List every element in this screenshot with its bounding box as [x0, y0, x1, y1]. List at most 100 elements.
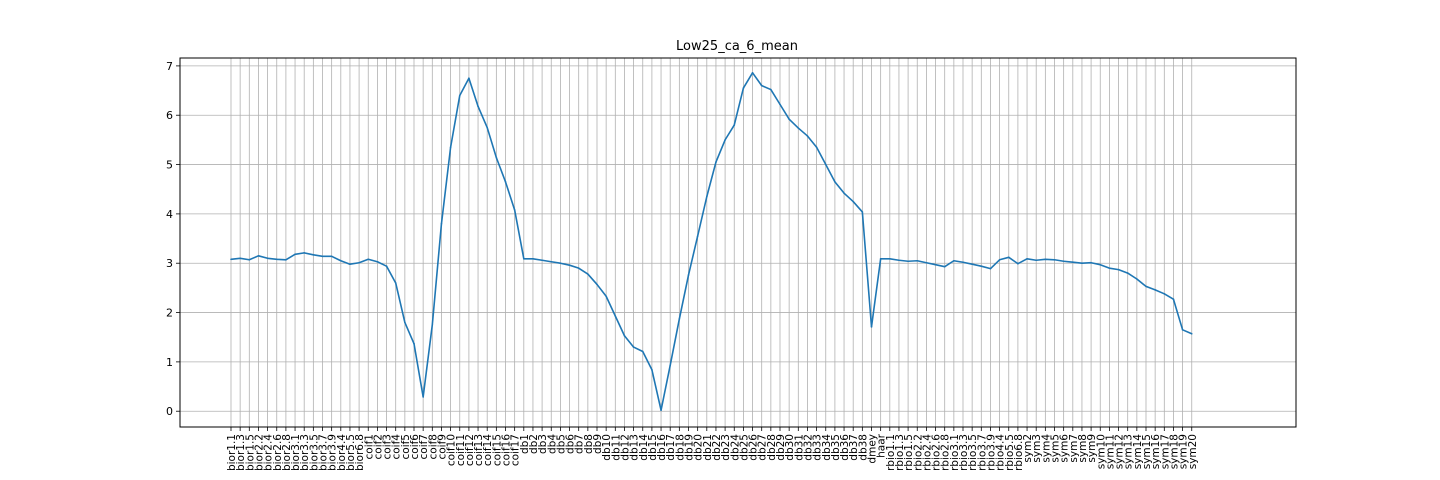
x-tick-label: bior4.4: [336, 434, 348, 471]
data-point: [934, 263, 937, 266]
x-tick-label: coif15: [491, 434, 503, 466]
data-point: [925, 261, 928, 264]
data-point: [312, 254, 315, 256]
x-tick-label: db2: [528, 434, 540, 454]
data-point: [394, 282, 397, 284]
x-tick-label: db27: [757, 434, 769, 461]
x-tick-label: sym10: [1095, 434, 1107, 469]
data-point: [998, 258, 1001, 261]
data-point: [431, 324, 434, 326]
data-point: [1190, 332, 1193, 335]
x-tick-label: bior2.6: [272, 434, 284, 471]
grid-lines: [180, 58, 1296, 427]
data-point: [889, 257, 891, 260]
x-tick-label: sym11: [1104, 434, 1116, 469]
y-tick-label: 1: [166, 356, 173, 369]
data-point: [760, 84, 763, 87]
x-axis: bior1.1bior1.3bior1.5bior2.2bior2.4bior2…: [226, 427, 1199, 471]
data-point: [440, 222, 443, 225]
x-tick-label: db13: [629, 434, 641, 461]
x-tick-label: rbio3.3: [958, 434, 970, 471]
x-tick-label: db15: [647, 434, 659, 461]
data-point: [1136, 278, 1138, 280]
data-point: [1145, 285, 1147, 288]
data-point: [641, 350, 644, 353]
x-tick-label: db32: [802, 434, 814, 461]
x-tick-label: db37: [848, 434, 860, 461]
data-point: [294, 253, 296, 256]
data-point: [715, 161, 717, 163]
data-point: [843, 192, 845, 194]
x-tick-label: coif11: [455, 434, 467, 466]
x-tick-label: db8: [583, 434, 595, 454]
data-point: [340, 259, 342, 262]
x-tick-label: db36: [839, 434, 851, 461]
x-tick-label: db4: [546, 434, 558, 454]
data-point: [422, 396, 424, 398]
data-point: [541, 259, 543, 262]
x-tick-label: db22: [711, 434, 723, 461]
data-point: [669, 364, 671, 367]
x-tick-label: db34: [821, 434, 833, 461]
data-point: [239, 257, 241, 260]
x-tick-label: sym20: [1187, 434, 1199, 469]
x-tick-label: sym15: [1141, 434, 1153, 469]
data-point: [1044, 258, 1047, 261]
data-point: [413, 342, 415, 345]
x-tick-label: db11: [610, 434, 622, 461]
x-tick-label: coif16: [501, 434, 513, 466]
x-tick-label: coif10: [446, 434, 458, 466]
data-point: [943, 265, 946, 268]
data-point: [751, 71, 754, 74]
x-tick-label: sym5: [1050, 434, 1062, 463]
x-tick-label: sym14: [1132, 434, 1144, 470]
x-tick-label: coif8: [427, 434, 439, 460]
x-tick-label: db28: [766, 434, 778, 461]
data-point: [770, 88, 772, 91]
x-tick-label: db24: [729, 434, 741, 461]
y-axis: 0 1 2 3 4 5 6 7: [166, 60, 180, 418]
x-tick-label: coif5: [400, 434, 412, 460]
data-point: [953, 259, 955, 262]
data-point: [687, 274, 690, 276]
data-point: [788, 118, 790, 120]
data-point: [321, 255, 324, 258]
y-tick-label: 6: [166, 109, 173, 122]
data-point: [568, 264, 571, 266]
data-point: [404, 321, 406, 324]
data-point: [1163, 293, 1166, 295]
data-point: [577, 267, 580, 269]
x-tick-label: db5: [555, 434, 567, 454]
data-point: [367, 258, 370, 261]
x-tick-label: bior2.8: [281, 434, 293, 471]
x-tick-label: db19: [684, 434, 696, 461]
x-tick-label: db33: [812, 434, 824, 461]
x-tick-label: rbio3.7: [976, 434, 988, 471]
x-tick-label: bior5.5: [345, 434, 357, 471]
x-tick-label: rbio1.3: [894, 434, 906, 471]
x-tick-label: db1: [519, 434, 531, 454]
x-tick-label: bior1.1: [226, 434, 238, 471]
data-point: [806, 135, 809, 137]
data-point: [266, 257, 269, 260]
x-tick-label: bior3.1: [290, 434, 302, 471]
x-tick-label: db31: [793, 434, 805, 461]
data-point: [724, 139, 726, 141]
data-point: [285, 258, 287, 261]
x-tick-label: rbio5.5: [1004, 434, 1016, 471]
x-tick-label: rbio3.5: [967, 434, 979, 471]
data-point: [907, 260, 909, 263]
data-point: [1007, 256, 1010, 259]
data-point: [587, 273, 589, 275]
x-tick-label: coif17: [510, 434, 522, 466]
x-tick-label: db10: [601, 434, 613, 461]
data-point: [696, 235, 699, 237]
x-tick-label: sym4: [1040, 434, 1052, 463]
data-point: [742, 87, 745, 89]
data-point: [1126, 272, 1129, 274]
x-tick-label: sym6: [1059, 434, 1071, 463]
chart-title: Low25_ca_6_mean: [676, 39, 798, 54]
data-point: [797, 127, 800, 129]
x-tick-label: rbio2.4: [921, 434, 933, 471]
